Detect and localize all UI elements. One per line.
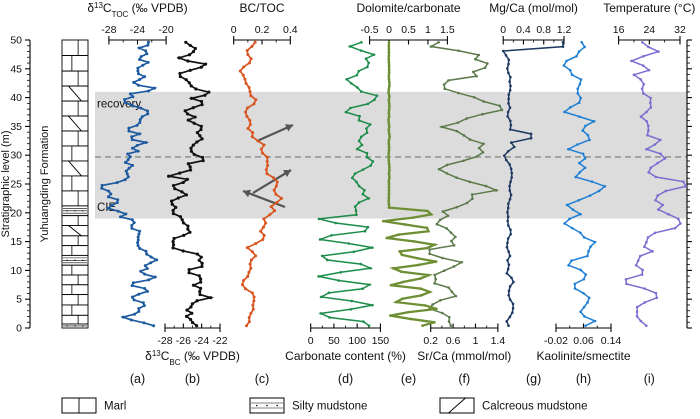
svg-text:10: 10 bbox=[10, 265, 22, 277]
svg-text:24: 24 bbox=[643, 24, 655, 36]
svg-text:Sr/Ca (mmol/mol): Sr/Ca (mmol/mol) bbox=[417, 349, 511, 363]
svg-text:-24: -24 bbox=[194, 335, 209, 347]
svg-text:recovery: recovery bbox=[97, 98, 141, 110]
svg-text:25: 25 bbox=[10, 179, 22, 191]
svg-text:45: 45 bbox=[10, 63, 22, 75]
svg-text:0.06: 0.06 bbox=[573, 335, 594, 347]
svg-text:0: 0 bbox=[500, 24, 506, 36]
svg-text:(b): (b) bbox=[185, 372, 200, 386]
svg-text:(f): (f) bbox=[458, 372, 470, 386]
svg-text:Calcreous mudstone: Calcreous mudstone bbox=[482, 401, 587, 413]
svg-text:1.2: 1.2 bbox=[557, 24, 572, 36]
svg-text:100: 100 bbox=[348, 335, 366, 347]
svg-text:(c): (c) bbox=[255, 372, 270, 386]
svg-text:Yuhuangding Formation: Yuhuangding Formation bbox=[39, 126, 51, 243]
svg-text:0.14: 0.14 bbox=[601, 335, 622, 347]
svg-text:Carbonate content (%): Carbonate content (%) bbox=[285, 349, 406, 363]
svg-text:Kaolinite/smectite: Kaolinite/smectite bbox=[536, 349, 630, 363]
svg-text:0.2: 0.2 bbox=[423, 335, 438, 347]
svg-text:0.6: 0.6 bbox=[446, 335, 461, 347]
svg-text:150: 150 bbox=[372, 335, 390, 347]
svg-text:40: 40 bbox=[10, 92, 22, 104]
svg-text:BC/TOC: BC/TOC bbox=[239, 1, 284, 15]
svg-text:(a): (a) bbox=[130, 372, 145, 386]
svg-text:Mg/Ca (mol/mol): Mg/Ca (mol/mol) bbox=[489, 1, 578, 15]
svg-text:-26: -26 bbox=[176, 335, 191, 347]
svg-text:-0.5: -0.5 bbox=[361, 24, 379, 36]
svg-text:-22: -22 bbox=[212, 335, 227, 347]
svg-text:-0.02: -0.02 bbox=[544, 335, 568, 347]
svg-text:1.4: 1.4 bbox=[491, 335, 506, 347]
svg-text:Stratigraphic level (m): Stratigraphic level (m) bbox=[0, 131, 12, 238]
svg-text:20: 20 bbox=[10, 207, 22, 219]
svg-text:(d): (d) bbox=[338, 372, 353, 386]
svg-text:(g): (g) bbox=[526, 372, 541, 386]
svg-text:30: 30 bbox=[10, 150, 22, 162]
svg-text:1.5: 1.5 bbox=[440, 24, 455, 36]
svg-text:0.4: 0.4 bbox=[516, 24, 531, 36]
svg-text:5: 5 bbox=[16, 294, 22, 306]
svg-text:0: 0 bbox=[231, 24, 237, 36]
svg-text:-20: -20 bbox=[159, 24, 174, 36]
svg-text:1: 1 bbox=[425, 24, 431, 36]
svg-text:Silty mudstone: Silty mudstone bbox=[292, 401, 367, 413]
svg-text:Marl: Marl bbox=[104, 401, 126, 413]
svg-text:0: 0 bbox=[308, 335, 314, 347]
svg-text:16: 16 bbox=[613, 24, 625, 36]
svg-text:Temperature (°C): Temperature (°C) bbox=[603, 1, 695, 15]
svg-text:1: 1 bbox=[473, 335, 479, 347]
svg-text:0.5: 0.5 bbox=[401, 24, 416, 36]
svg-text:35: 35 bbox=[10, 121, 22, 133]
svg-text:0.2: 0.2 bbox=[255, 24, 270, 36]
svg-text:15: 15 bbox=[10, 236, 22, 248]
svg-text:0.4: 0.4 bbox=[283, 24, 298, 36]
svg-text:-28: -28 bbox=[157, 335, 172, 347]
svg-text:32: 32 bbox=[674, 24, 686, 36]
svg-text:50: 50 bbox=[328, 335, 340, 347]
svg-text:0: 0 bbox=[386, 24, 392, 36]
svg-text:0.8: 0.8 bbox=[536, 24, 551, 36]
svg-text:-28: -28 bbox=[101, 24, 116, 36]
svg-text:0: 0 bbox=[16, 323, 22, 335]
svg-text:Dolomite/carbonate: Dolomite/carbonate bbox=[356, 1, 460, 15]
svg-text:(e): (e) bbox=[401, 372, 416, 386]
svg-text:50: 50 bbox=[10, 35, 22, 47]
svg-text:(h): (h) bbox=[576, 372, 591, 386]
svg-text:-24: -24 bbox=[130, 24, 145, 36]
svg-text:(i): (i) bbox=[644, 372, 655, 386]
